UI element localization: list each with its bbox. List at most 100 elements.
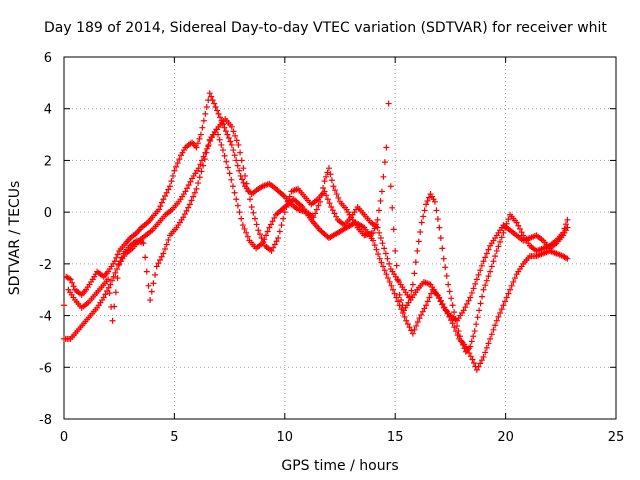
data-point [495,243,502,250]
data-point [482,349,489,356]
data-point [498,234,505,241]
data-point [283,203,290,210]
data-point [147,297,154,304]
data-point [417,228,424,235]
data-point [431,198,438,205]
data-point [469,356,476,363]
plot-frame [63,56,617,420]
data-point [404,320,411,327]
data-point [562,221,569,228]
x-tick-label: 20 [497,430,514,445]
data-point [383,271,390,278]
data-point [207,138,214,145]
data-point [114,251,121,258]
data-point [109,317,116,324]
data-point [416,315,423,322]
data-point [564,216,571,223]
data-point [158,253,165,260]
data-point [373,246,380,253]
data-point [205,141,212,148]
data-point [157,256,164,263]
data-point [330,183,337,190]
data-point [113,266,120,273]
data-point [414,247,421,254]
data-point [477,267,484,274]
x-tick-labels: 0 5 10 15 20 25 [60,430,624,445]
data-point [250,209,257,216]
data-point [490,326,497,333]
data-point [111,258,118,265]
data-point [449,302,456,309]
data-point [224,131,231,138]
data-point [387,183,394,190]
data-point [333,191,340,198]
data-point [110,273,117,280]
data-point [399,309,406,316]
data-point [462,343,469,350]
data-point [140,240,147,247]
data-point [379,240,386,247]
data-point [423,302,430,309]
data-point [409,330,416,337]
data-point [185,204,192,211]
y-tick-labels: -8 -6 -4 -2 0 2 4 6 [39,51,52,428]
data-point [218,141,225,148]
y-tick-label: -6 [39,361,52,376]
data-point [488,331,495,338]
y-tick-label: 4 [44,103,52,118]
data-point [232,132,239,139]
data-point [460,307,467,314]
data-point [421,207,428,214]
data-point [464,346,471,353]
data-point [483,344,490,351]
data-points [61,90,571,373]
data-point [162,245,169,252]
data-point [467,294,474,301]
data-point [114,275,121,282]
data-point [163,189,170,196]
data-point [375,251,382,258]
data-point [242,172,249,179]
data-point [264,228,271,235]
data-point [280,215,287,222]
data-point [226,170,233,177]
data-point [196,135,203,142]
data-point [247,196,254,203]
y-tick-label: 0 [44,206,52,221]
y-tick-label: -2 [39,258,52,273]
data-point [157,203,164,210]
series-trace-b [61,126,571,373]
data-point [463,300,470,307]
data-point [423,201,430,208]
data-point [221,124,228,131]
data-point [281,209,288,216]
data-point [384,255,391,262]
data-point [468,289,475,296]
data-point [243,180,250,187]
data-point [230,147,237,154]
data-point [228,176,235,183]
data-point [466,350,473,357]
data-point [518,229,525,236]
data-point [312,210,319,217]
data-point [411,270,418,277]
data-point [228,141,235,148]
data-point [221,152,228,159]
data-point [472,280,479,287]
y-tick-label: -8 [39,413,52,428]
data-point [107,281,114,288]
data-point [145,282,152,289]
data-point [276,228,283,235]
data-point [468,338,475,345]
data-point [396,302,403,309]
data-point [160,250,167,257]
x-tick-label: 10 [277,430,294,445]
x-tick-label: 25 [608,430,625,445]
data-point [392,247,399,254]
data-point [505,216,512,223]
data-point [230,128,237,135]
data-point [70,283,77,290]
data-point [166,183,173,190]
data-point [394,298,401,305]
data-point [248,203,255,210]
